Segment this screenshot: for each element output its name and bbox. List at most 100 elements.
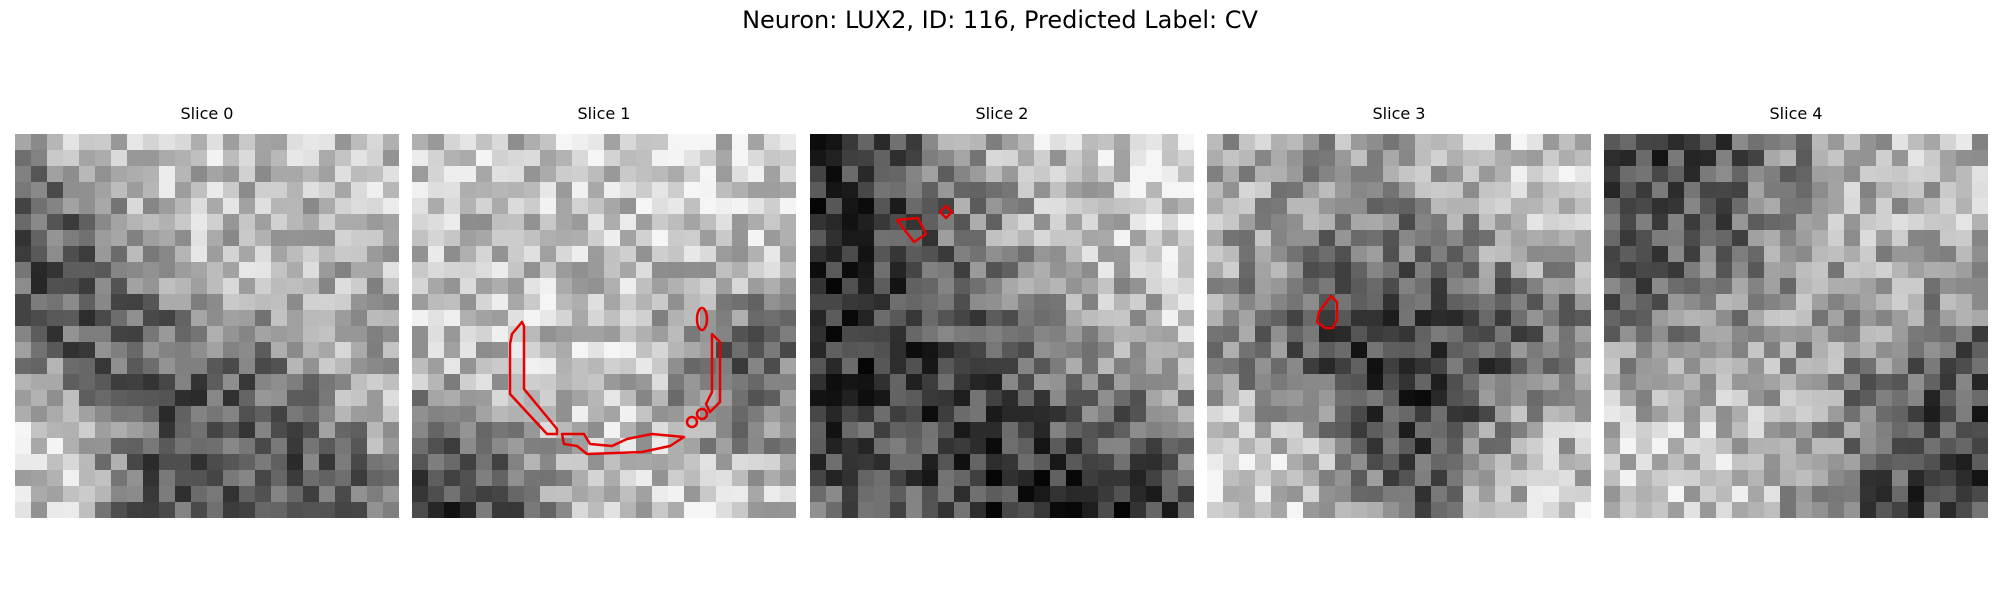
image-pixel (874, 390, 891, 407)
image-pixel (716, 166, 733, 183)
image-pixel (906, 486, 923, 503)
image-pixel (31, 502, 48, 518)
image-pixel (255, 406, 272, 423)
image-pixel (858, 246, 875, 263)
image-pixel (1748, 326, 1765, 343)
image-pixel (1684, 342, 1701, 359)
image-pixel (1668, 406, 1685, 423)
image-pixel (1495, 390, 1512, 407)
image-pixel (255, 230, 272, 247)
image-pixel (1335, 470, 1352, 487)
image-pixel (1543, 150, 1560, 167)
image-pixel (428, 262, 445, 279)
image-pixel (1527, 278, 1544, 295)
image-pixel (271, 326, 288, 343)
image-pixel (890, 358, 907, 375)
image-pixel (970, 358, 987, 375)
image-pixel (15, 262, 32, 279)
image-pixel (1303, 294, 1320, 311)
image-pixel (1463, 166, 1480, 183)
image-pixel (1559, 214, 1576, 231)
image-pixel (95, 198, 112, 215)
image-pixel (890, 278, 907, 295)
image-pixel (810, 390, 827, 407)
image-pixel (1351, 198, 1368, 215)
image-pixel (1399, 310, 1416, 327)
image-pixel (15, 214, 32, 231)
image-pixel (1732, 230, 1749, 247)
image-pixel (1764, 406, 1781, 423)
image-pixel (764, 438, 781, 455)
image-pixel (383, 502, 399, 518)
image-pixel (95, 278, 112, 295)
image-pixel (367, 230, 384, 247)
image-pixel (95, 342, 112, 359)
image-pixel (764, 470, 781, 487)
image-pixel (1399, 182, 1416, 199)
image-pixel (906, 454, 923, 471)
image-pixel (588, 406, 605, 423)
image-pixel (986, 390, 1003, 407)
image-pixel (223, 406, 240, 423)
image-pixel (508, 454, 525, 471)
image-pixel (732, 406, 749, 423)
image-pixel (223, 246, 240, 263)
image-pixel (1255, 374, 1272, 391)
image-pixel (1924, 470, 1941, 487)
image-pixel (1812, 278, 1829, 295)
image-pixel (1543, 486, 1560, 503)
image-pixel (986, 422, 1003, 439)
image-pixel (1034, 486, 1051, 503)
image-pixel (1892, 406, 1909, 423)
image-pixel (351, 182, 368, 199)
image-pixel (700, 342, 717, 359)
image-pixel (1956, 470, 1973, 487)
image-pixel (1098, 486, 1115, 503)
image-pixel (1415, 486, 1432, 503)
image-pixel (842, 150, 859, 167)
image-pixel (1543, 438, 1560, 455)
image-pixel (63, 198, 80, 215)
image-pixel (1271, 230, 1288, 247)
slice-panel-0: Slice 0 (15, 104, 399, 520)
image-pixel (1255, 390, 1272, 407)
image-pixel (1303, 150, 1320, 167)
image-pixel (1082, 262, 1099, 279)
image-pixel (1604, 246, 1621, 263)
image-pixel (1383, 470, 1400, 487)
image-pixel (255, 422, 272, 439)
image-pixel (1050, 310, 1067, 327)
image-pixel (428, 230, 445, 247)
image-pixel (1207, 374, 1224, 391)
image-pixel (700, 262, 717, 279)
image-pixel (652, 134, 669, 151)
image-pixel (1431, 150, 1448, 167)
image-pixel (1620, 342, 1637, 359)
image-pixel (1098, 326, 1115, 343)
image-pixel (1732, 502, 1749, 518)
image-pixel (1383, 182, 1400, 199)
image-pixel (556, 230, 573, 247)
image-pixel (748, 358, 765, 375)
image-pixel (906, 246, 923, 263)
image-pixel (922, 326, 939, 343)
image-pixel (652, 230, 669, 247)
image-pixel (1114, 390, 1131, 407)
image-pixel (175, 230, 192, 247)
image-pixel (1367, 134, 1384, 151)
image-pixel (780, 134, 796, 151)
image-pixel (1255, 326, 1272, 343)
image-pixel (428, 214, 445, 231)
image-pixel (890, 326, 907, 343)
image-pixel (1255, 438, 1272, 455)
image-pixel (412, 230, 429, 247)
image-pixel (1748, 198, 1765, 215)
image-pixel (1162, 486, 1179, 503)
image-pixel (383, 358, 399, 375)
image-pixel (271, 230, 288, 247)
image-pixel (476, 310, 493, 327)
image-pixel (492, 214, 509, 231)
image-pixel (1018, 310, 1035, 327)
image-pixel (1034, 454, 1051, 471)
image-pixel (1796, 486, 1813, 503)
